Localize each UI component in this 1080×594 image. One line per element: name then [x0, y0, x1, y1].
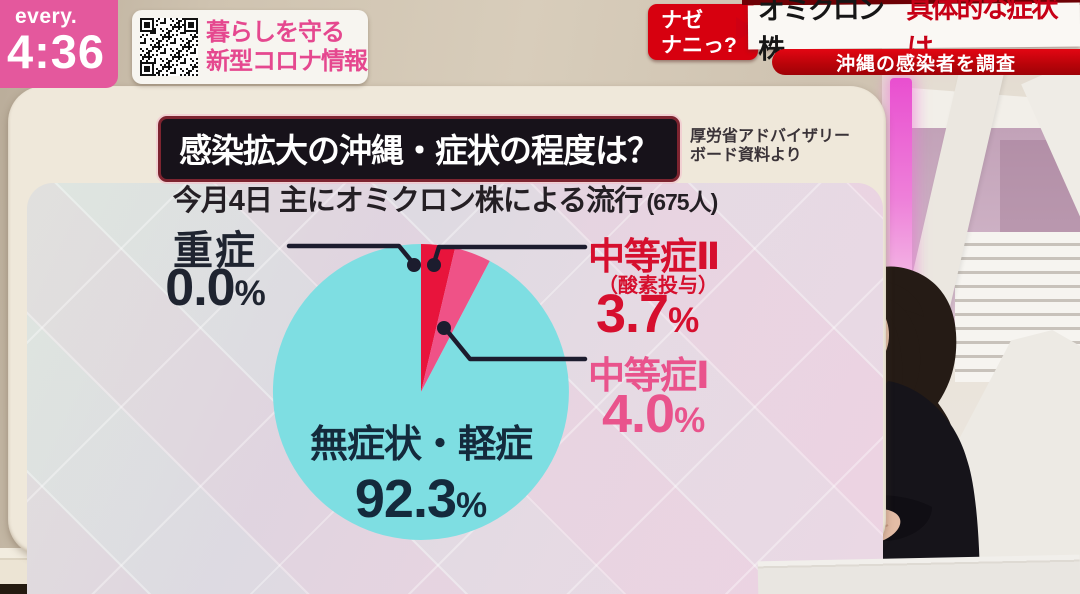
qr-card-text: 暮らしを守る 新型コロナ情報 — [206, 18, 368, 76]
callout-line-moderate2 — [431, 244, 588, 266]
pie-slices — [272, 243, 569, 541]
panel-subtitle: 今月4日 主にオミクロン株による流行 (675人) — [20, 177, 870, 219]
clock: 4:36 — [7, 25, 106, 78]
callout-dot-severe — [407, 258, 421, 272]
source-note-line2: ボード資料より — [690, 147, 802, 164]
value-severe: 0.0% — [165, 259, 266, 317]
qr-info-card: 暮らしを守る 新型コロナ情報 — [132, 10, 368, 84]
pie-slice — [421, 244, 456, 392]
label-severe: 重症 — [173, 229, 257, 273]
subheadline-bar: 沖縄の感染者を調査 — [772, 49, 1080, 75]
source-note-line1: 厚労省アドバイザリー — [690, 128, 851, 145]
label-moderate2: 中等症Ⅱ — [588, 236, 720, 277]
callout-line-moderate1 — [441, 324, 588, 362]
subtitle-count: (675人) — [646, 189, 719, 215]
pie-callouts — [286, 243, 588, 362]
channel-logo: every. — [15, 5, 78, 28]
pie-callout-dots — [407, 258, 451, 335]
label-mild: 無症状・軽症 92.3% — [309, 424, 533, 529]
headline-top-edge — [742, 0, 1080, 5]
callout-line-severe — [286, 243, 416, 266]
naze-badge-line2: ナニっ? — [661, 34, 737, 57]
value-moderate1: 4.0% — [602, 384, 706, 444]
callout-dot-moderate1 — [437, 321, 451, 335]
qr-card-line1: 暮らしを守る — [206, 19, 345, 46]
pie-slice — [421, 248, 490, 392]
presenter-side-hair — [882, 297, 921, 411]
channel-time-box: every. 4:36 — [0, 0, 118, 88]
naze-badge-line1: ナゼ — [661, 9, 703, 32]
label-moderate2-sub: （酸素投与） — [598, 275, 718, 297]
headline-banner: オミクロン株 具体的な症状は — [747, 0, 1080, 64]
panel-title: 感染拡大の沖縄・症状の程度は？ — [158, 116, 680, 182]
qr-code-icon — [140, 18, 198, 76]
pie-slice — [272, 243, 569, 541]
studio-desk — [757, 554, 1080, 594]
subtitle-text: 今月4日 主にオミクロン株による流行 — [172, 185, 643, 217]
callout-dot-moderate2 — [427, 258, 441, 272]
qr-card-line2: 新型コロナ情報 — [206, 48, 368, 75]
source-note: 厚労省アドバイザリー ボード資料より — [690, 127, 850, 165]
value-moderate2: 3.7% — [596, 284, 700, 344]
label-moderate1: 中等症Ⅰ — [588, 355, 710, 396]
